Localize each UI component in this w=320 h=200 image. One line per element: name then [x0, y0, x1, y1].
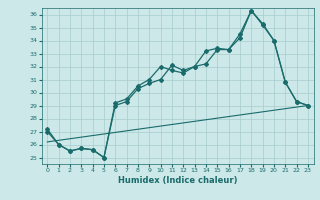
X-axis label: Humidex (Indice chaleur): Humidex (Indice chaleur) [118, 176, 237, 185]
